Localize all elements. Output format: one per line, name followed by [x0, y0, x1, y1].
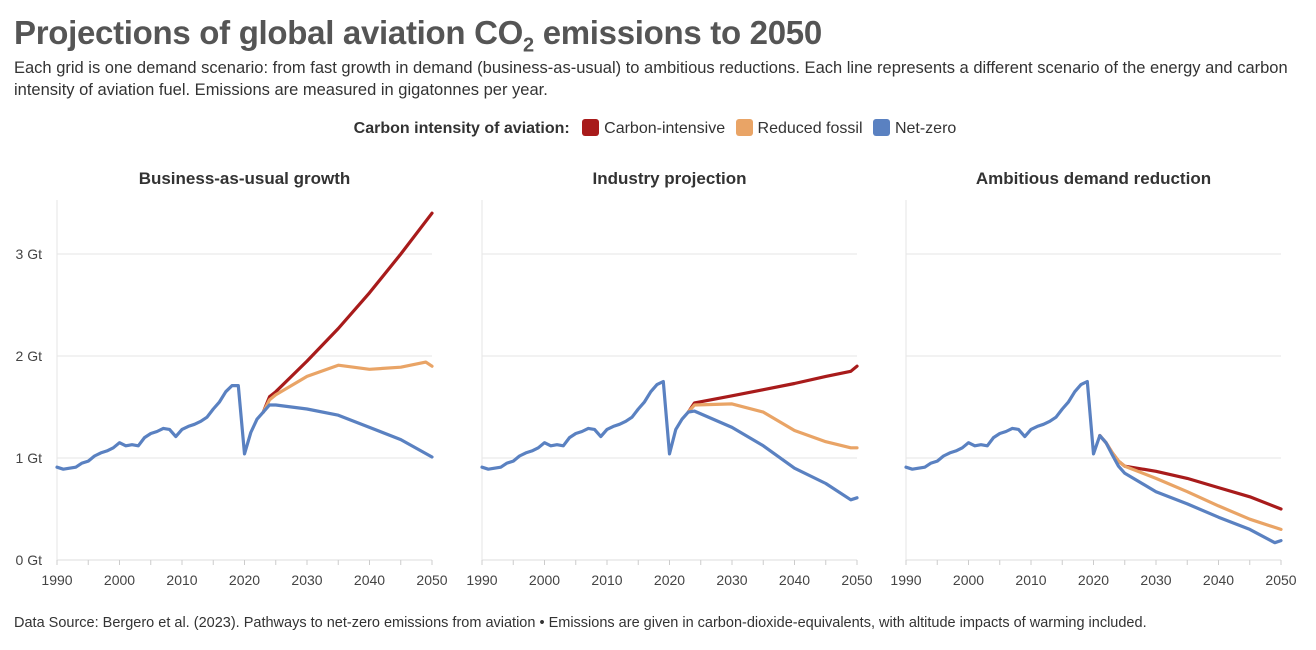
panel-title: Industry projection [593, 169, 747, 188]
panel-1: Business-as-usual growth 1990 2000 2010 2020… [16, 169, 448, 588]
x-tick-label: 2030 [1140, 572, 1171, 588]
legend: Carbon intensity of aviation: Carbon-int… [0, 119, 1316, 138]
y-tick-label: 3 Gt [16, 246, 43, 262]
title-text-end: emissions to 2050 [533, 14, 823, 51]
x-tick-label: 2030 [716, 572, 747, 588]
legend-swatch [735, 119, 753, 136]
legend-item-carbon-intensive[interactable]: Carbon-intensive [582, 119, 725, 138]
small-multiples-chart: Business-as-usual growth 1990 2000 2010 2020… [16, 169, 1297, 588]
x-tick-label: 2050 [416, 572, 447, 588]
y-tick-label: 0 Gt [16, 552, 43, 568]
series-line-reduced-fossil [1098, 434, 1283, 531]
series-line-reduced-fossil [686, 402, 859, 450]
footer-source: Data Source: Bergero et al. (2023). Path… [14, 615, 1147, 631]
x-tick-label: 2040 [354, 572, 385, 588]
legend-text: Reduced fossil [757, 120, 863, 137]
series-line-net-zero [55, 384, 434, 471]
panel-3: Ambitious demand reduction 1990 2000 2010 20… [890, 169, 1296, 588]
series-line-net-zero [480, 379, 859, 502]
x-tick-label: 2040 [779, 572, 810, 588]
x-tick-label: 1990 [41, 572, 72, 588]
y-tick-label: 2 Gt [16, 348, 43, 364]
page-title: Projections of global aviation CO2 emiss… [14, 14, 822, 58]
series-line-carbon-intensive [261, 211, 434, 414]
x-tick-label: 2020 [229, 572, 260, 588]
legend-swatch [582, 119, 600, 136]
y-tick-label: 1 Gt [16, 450, 43, 466]
x-tick-label: 2050 [841, 572, 872, 588]
x-tick-label: 2000 [529, 572, 560, 588]
legend-item-net-zero[interactable]: Net-zero [872, 119, 957, 138]
legend-text: Net-zero [894, 120, 957, 137]
x-tick-label: 2000 [104, 572, 135, 588]
panel-title: Ambitious demand reduction [976, 169, 1211, 188]
legend-item-reduced-fossil[interactable]: Reduced fossil [735, 119, 863, 138]
legend-text: Carbon-intensive [604, 120, 726, 137]
x-tick-label: 2020 [1078, 572, 1109, 588]
title-subscript: 2 [523, 34, 534, 57]
x-tick-label: 2000 [953, 572, 984, 588]
x-tick-label: 1990 [890, 572, 921, 588]
x-tick-label: 2040 [1203, 572, 1234, 588]
panel-2: Industry projection 1990 2000 2010 2020 2030 2… [466, 169, 872, 588]
x-tick-label: 2050 [1265, 572, 1296, 588]
legend-swatch [872, 119, 890, 136]
series-line-carbon-intensive [686, 364, 859, 414]
series-line-carbon-intensive [1098, 434, 1283, 511]
subtitle: Each grid is one demand scenario: from f… [14, 59, 1288, 99]
x-tick-label: 2010 [591, 572, 622, 588]
x-tick-label: 2030 [291, 572, 322, 588]
x-tick-label: 2020 [654, 572, 685, 588]
series-line-net-zero [904, 379, 1283, 545]
series-line-reduced-fossil [261, 360, 434, 414]
x-tick-label: 1990 [466, 572, 497, 588]
legend-label: Carbon intensity of aviation: [353, 120, 570, 137]
panel-title: Business-as-usual growth [139, 169, 351, 188]
x-tick-label: 2010 [1015, 572, 1046, 588]
x-tick-label: 2010 [166, 572, 197, 588]
title-text: Projections of global aviation CO [14, 14, 523, 51]
